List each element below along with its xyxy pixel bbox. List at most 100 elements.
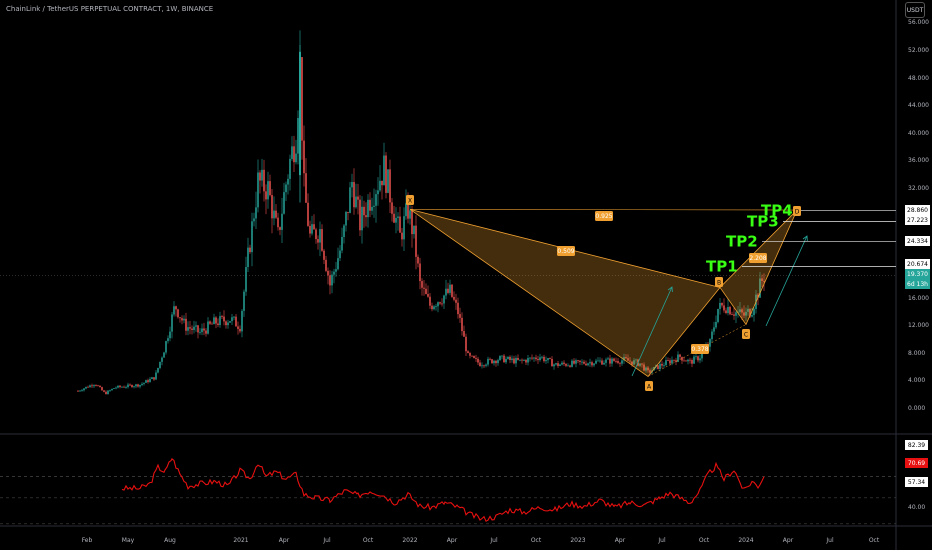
candle-body [155,372,157,380]
candle-body [761,278,763,281]
candle-body [209,321,211,324]
ratio-label-0: 0.925 [595,213,612,220]
price-label-3: 20.674 [907,261,928,268]
candle-body [281,213,283,230]
candle-body [645,367,647,371]
candle-body [501,355,503,357]
candle-body [595,360,597,364]
candle-body [253,218,255,222]
candle-body [649,370,651,373]
candle-body [305,173,307,203]
candle-body [713,327,715,332]
candle-body [441,303,443,305]
candle-body [611,358,613,364]
time-tick-15: 2024 [738,537,753,544]
candle-body [635,359,637,361]
pattern-xd-line [409,209,798,211]
price-tick-3: 44.000 [908,102,929,109]
price-label-bg-5 [905,279,930,289]
pattern-ac-line [647,324,747,377]
candle-body [439,302,441,304]
currency-button[interactable]: USDT [905,2,925,18]
candle-body [295,153,297,163]
candle-body [343,225,345,237]
candle-body [131,385,133,388]
candle-body [163,352,165,358]
arrow-c-up-head [802,235,808,242]
candle-body [129,384,131,386]
candle-body [545,360,547,362]
candle-body [673,359,675,361]
candle-body [303,140,305,174]
candle-body [449,284,451,293]
candle-body [345,211,347,226]
target-label-tp3: TP3 [747,213,779,231]
candle-body [297,118,299,154]
rsi-tick-1: 70.69 [908,460,925,467]
candle-body [573,360,575,364]
pattern-point-x: X [408,198,412,205]
candle-body [519,359,521,361]
candle-body [433,306,435,310]
candle-body [387,169,389,193]
candle-body [323,250,325,260]
candle-body [435,306,437,308]
candle-body [693,356,695,364]
candle-body [115,387,117,389]
candle-body [589,362,591,364]
candle-body [123,386,125,388]
ratio-label-1: 0.509 [557,248,574,255]
candle-body [659,363,661,370]
candle-body [235,316,237,327]
candle-body [117,385,119,388]
candle-body [513,358,515,364]
candle-body [83,388,85,391]
candle-body [307,202,309,226]
candle-body [327,270,329,276]
candle-body [661,363,663,366]
candle-body [321,229,323,251]
candle-body [669,360,671,364]
candle-body [641,363,643,365]
candle-body [597,360,599,362]
candle-body [413,225,415,235]
pattern-point-d-bg [793,206,801,216]
price-label-bg-1 [905,215,930,225]
time-tick-11: 2023 [570,537,585,544]
candle-body [499,356,501,361]
candle-body [725,310,727,313]
candle-body [735,312,737,316]
candle-body [493,360,495,364]
candle-body [359,199,361,231]
price-label-bg-3 [905,259,930,269]
candle-body [739,309,741,312]
pattern-point-c-bg [742,329,750,339]
candle-body [737,311,739,313]
candle-body [121,386,123,388]
candle-body [527,358,529,363]
candle-body [745,311,747,316]
candle-body [403,216,405,240]
arrow-a-up [631,286,673,377]
candle-body [733,314,735,316]
candle-body [389,169,391,203]
price-tick-2: 48.000 [908,75,929,82]
candle-body [177,309,179,318]
time-tick-8: Apr [447,537,458,544]
candle-body [691,360,693,364]
candle-body [141,383,143,385]
candle-body [361,206,363,231]
candle-body [453,296,455,300]
candle-body [301,57,303,141]
time-tick-13: Jul [657,537,666,544]
candle-body [429,296,431,306]
candle-body [697,356,699,361]
price-tick-4: 40.000 [908,130,929,137]
time-tick-17: Jul [825,537,834,544]
candle-body [331,274,333,286]
candle-body [263,169,265,192]
candle-body [227,322,229,326]
candle-body [179,317,181,319]
candle-body [647,367,649,371]
